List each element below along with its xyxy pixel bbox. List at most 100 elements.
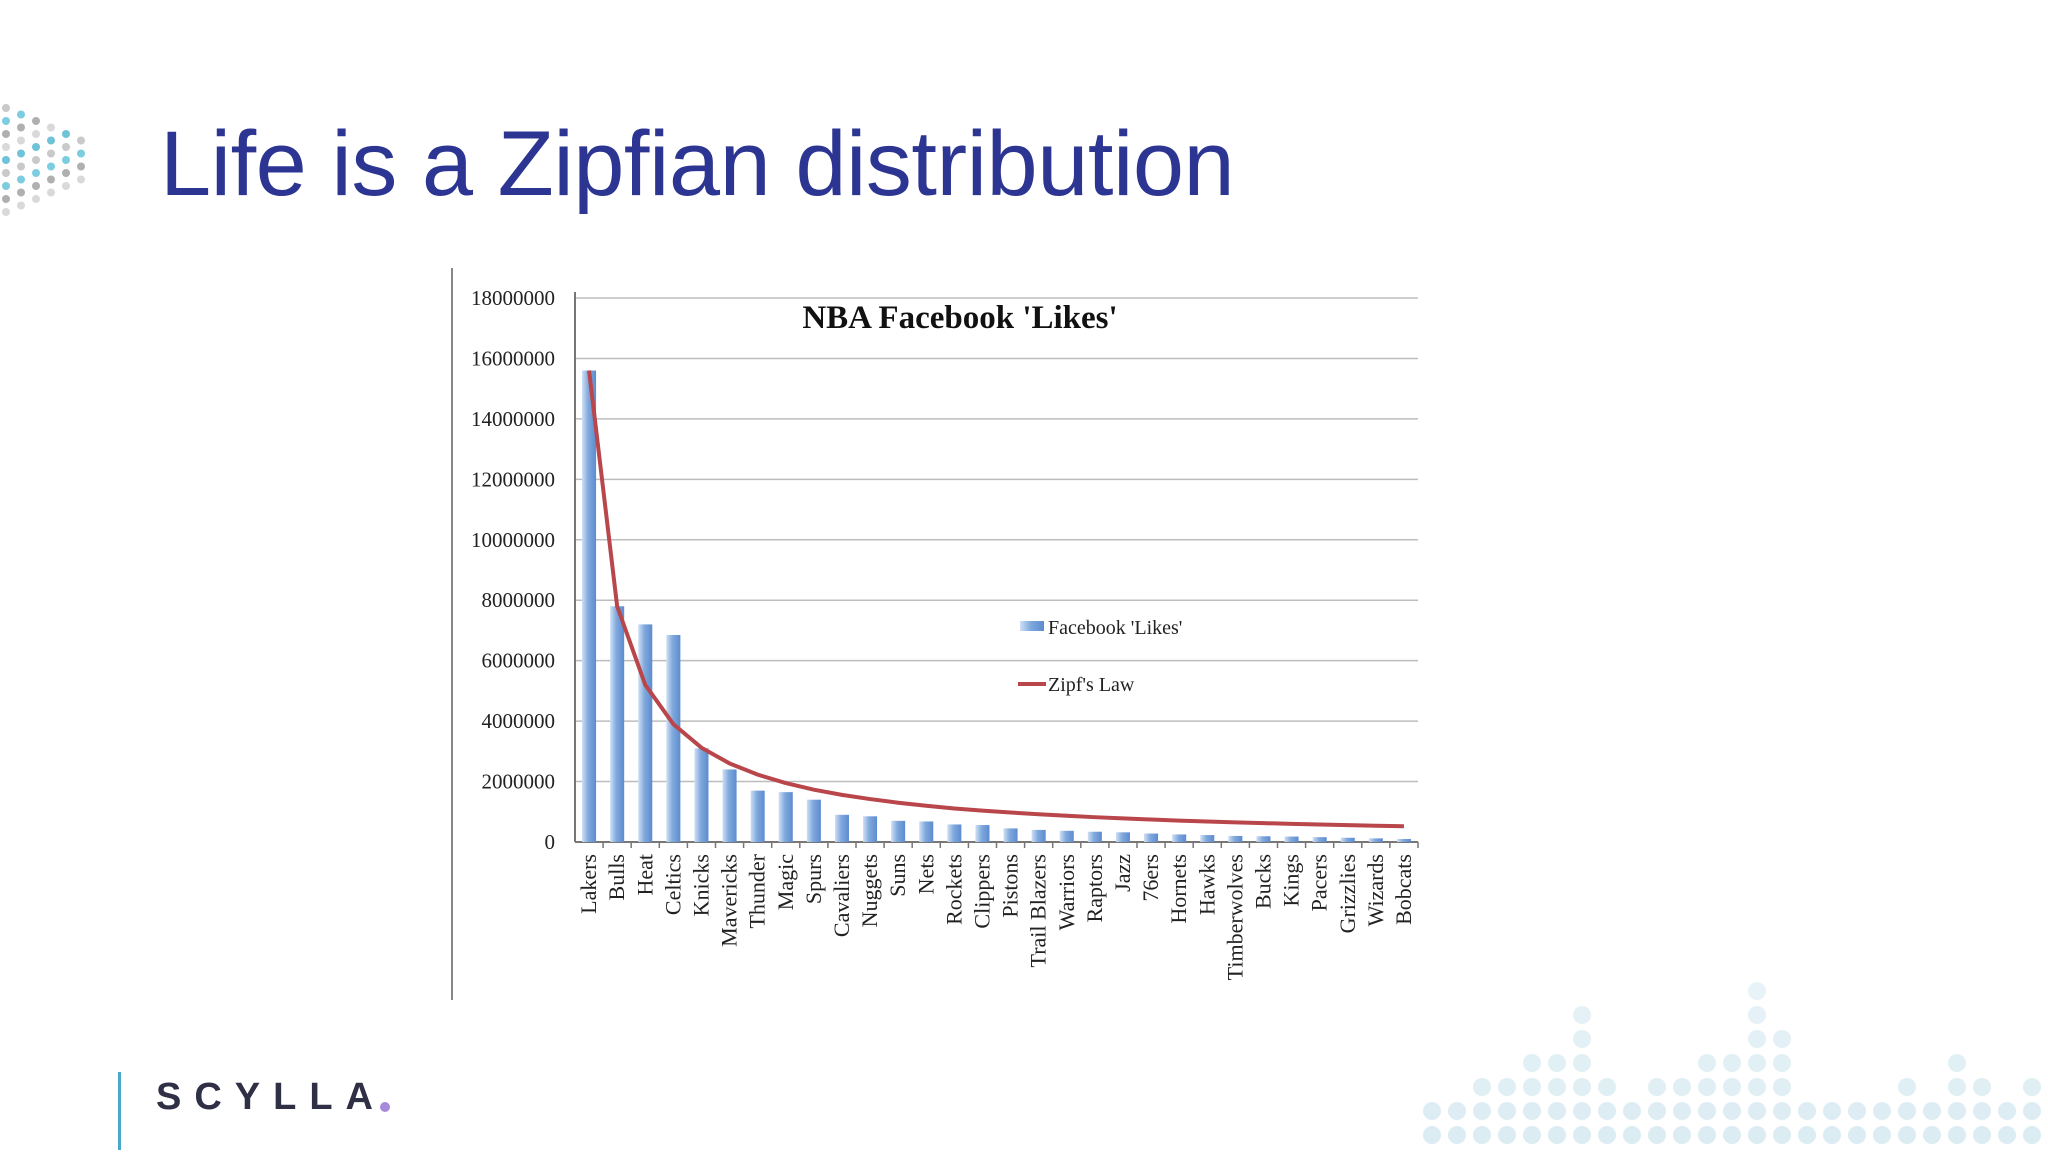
deco-dot [2023, 1078, 2041, 1096]
deco-dot [1773, 1102, 1791, 1120]
deco-dot [1798, 1126, 1816, 1144]
deco-dot [1723, 1102, 1741, 1120]
bar [1115, 832, 1130, 842]
deco-dot [1523, 1054, 1541, 1072]
bar [1312, 837, 1327, 842]
deco-dot [17, 149, 25, 158]
deco-dot [1973, 1126, 1991, 1144]
deco-dot [17, 201, 25, 210]
x-tick-label: Cavaliers [829, 854, 854, 937]
deco-dot [1523, 1078, 1541, 1096]
y-tick-label: 18000000 [471, 286, 555, 310]
deco-dot [1873, 1126, 1891, 1144]
deco-dot [1473, 1078, 1491, 1096]
x-tick-label: Clippers [969, 854, 994, 929]
deco-dot [62, 156, 70, 164]
x-tick-label: Thunder [745, 853, 770, 928]
deco-dot [1573, 1030, 1591, 1048]
bar [582, 370, 597, 842]
bar [1172, 834, 1187, 842]
bars [582, 370, 1411, 842]
deco-dot [1573, 1126, 1591, 1144]
x-tick-label: Mavericks [717, 854, 742, 947]
x-tick-label: Hornets [1166, 854, 1191, 924]
deco-dot [1423, 1102, 1441, 1120]
deco-dot [1948, 1102, 1966, 1120]
x-tick-label: Nuggets [857, 854, 882, 927]
deco-dot [77, 162, 85, 171]
bar [1059, 830, 1074, 842]
x-tick-label: Pistons [998, 854, 1023, 918]
deco-dot [2, 208, 10, 216]
deco-dot [1573, 1006, 1591, 1024]
x-tick-label: Spurs [801, 854, 826, 904]
deco-dot [77, 149, 85, 158]
deco-dot [17, 175, 25, 184]
deco-dot [1773, 1054, 1791, 1072]
deco-dot [1748, 1102, 1766, 1120]
deco-dot [1923, 1102, 1941, 1120]
deco-dot [2, 104, 10, 112]
x-tick-label: Celtics [660, 854, 685, 915]
bar [919, 821, 934, 842]
deco-dot [62, 169, 70, 177]
x-tick-label: Pacers [1307, 854, 1332, 911]
bar [694, 748, 709, 842]
deco-dot [2, 182, 10, 190]
deco-dot [1898, 1102, 1916, 1120]
bar [1396, 838, 1411, 842]
deco-dot [1673, 1078, 1691, 1096]
deco-dot [1748, 1078, 1766, 1096]
x-tick-label: Lakers [576, 854, 601, 914]
deco-dot [77, 136, 85, 145]
deco-dot [1723, 1126, 1741, 1144]
bar [947, 824, 962, 842]
deco-dot [1973, 1078, 1991, 1096]
deco-dot [32, 117, 40, 125]
slide-title: Life is a Zipfian distribution [160, 113, 1235, 215]
deco-dot [32, 195, 40, 203]
deco-dot [1748, 1030, 1766, 1048]
bar [1200, 835, 1215, 842]
deco-dot [1748, 1126, 1766, 1144]
deco-dot [1623, 1102, 1641, 1120]
deco-dot [1523, 1102, 1541, 1120]
bar [778, 792, 793, 842]
deco-dot [1748, 1006, 1766, 1024]
deco-dot [1548, 1126, 1566, 1144]
deco-dot [2, 195, 10, 203]
x-tick-label: Magic [773, 854, 798, 910]
deco-dot [1848, 1126, 1866, 1144]
deco-dot [47, 136, 55, 145]
x-tick-label: Wizards [1363, 854, 1388, 926]
deco-dot [1598, 1102, 1616, 1120]
deco-dot [1823, 1126, 1841, 1144]
y-tick-label: 14000000 [471, 407, 555, 431]
bar [610, 606, 625, 842]
bar [1003, 828, 1018, 842]
zipf-line [587, 370, 1404, 829]
deco-dot [1548, 1102, 1566, 1120]
deco-dot [1448, 1102, 1466, 1120]
deco-dot [1998, 1126, 2016, 1144]
legend: Facebook 'Likes' Zipf's Law [1018, 617, 1182, 696]
deco-dot [1648, 1078, 1666, 1096]
deco-dot [2, 156, 10, 164]
deco-dot [1773, 1030, 1791, 1048]
deco-dot [2, 143, 10, 151]
deco-dot [2, 130, 10, 138]
x-tick-label: Bucks [1250, 854, 1275, 909]
x-tick-label: Warriors [1054, 854, 1079, 930]
bar [1256, 836, 1271, 842]
y-tick-label: 2000000 [482, 770, 556, 794]
x-tick-label: Knicks [688, 854, 713, 916]
deco-dot [1673, 1126, 1691, 1144]
bar [1144, 833, 1159, 842]
x-tick-label: Bulls [604, 854, 629, 900]
y-tick-label: 4000000 [482, 709, 556, 733]
deco-dot [1698, 1078, 1716, 1096]
x-tick-label: Timberwolves [1222, 854, 1247, 980]
deco-dot [1573, 1102, 1591, 1120]
x-tick-label: Jazz [1110, 854, 1135, 892]
footer-divider [118, 1072, 121, 1150]
